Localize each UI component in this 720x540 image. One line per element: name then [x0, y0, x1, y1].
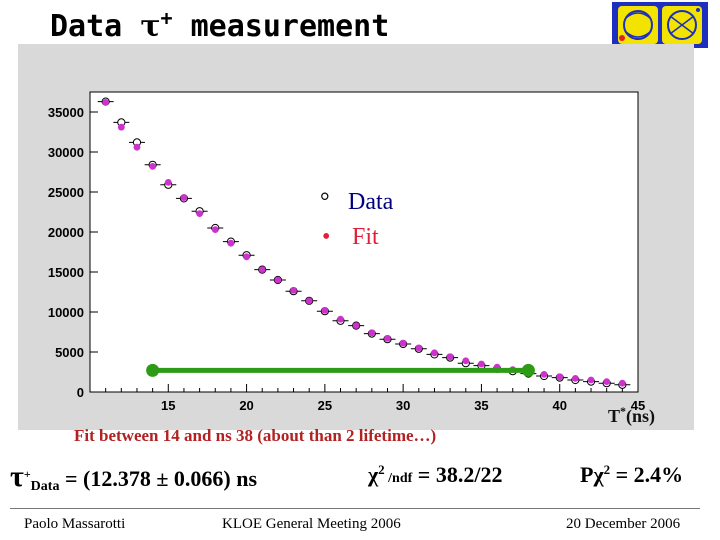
- legend-data-label: Data: [348, 189, 394, 215]
- pchi-prefix: Pχ: [580, 462, 604, 487]
- chi-ndf: /ndf: [384, 471, 413, 486]
- x-axis-label-sup: *: [620, 404, 627, 418]
- fit-point: [415, 344, 423, 352]
- pchi2-result: Pχ2 = 2.4%: [580, 462, 683, 488]
- y-tick-label: 25000: [48, 185, 84, 200]
- title-tau: τ: [140, 9, 161, 44]
- chi-symbol: χ: [368, 462, 379, 487]
- fit-point: [117, 123, 125, 131]
- plot-area: [90, 92, 638, 392]
- pchi-sup: 2: [603, 462, 611, 477]
- fit-point: [556, 373, 564, 381]
- fit-point: [540, 371, 548, 378]
- footer-date: 20 December 2006: [566, 516, 681, 532]
- y-tick-label: 10000: [48, 305, 84, 320]
- legend-fit-label: Fit: [352, 224, 379, 250]
- legend-data-marker: °: [320, 189, 330, 215]
- fit-point: [290, 287, 297, 294]
- y-tick-label: 0: [77, 385, 84, 400]
- fit-point: [571, 375, 579, 382]
- x-axis-label-unit: (ns): [626, 406, 656, 426]
- fit-point: [258, 266, 266, 273]
- decay-time-chart: 0 5000 10000 15000 20000 25000 30000 35000 15 20…: [48, 91, 645, 413]
- fit-point: [478, 360, 485, 368]
- fit-point: [227, 239, 235, 247]
- fit-point: [211, 226, 219, 234]
- x-tick-label: 45: [631, 398, 645, 413]
- fit-range-start: [146, 363, 160, 377]
- fit-point: [431, 349, 438, 357]
- fit-point: [603, 378, 611, 385]
- x-axis-label-main: T: [608, 406, 621, 426]
- fit-point: [399, 339, 407, 347]
- tau-sub: Data: [30, 479, 60, 494]
- fit-point: [133, 143, 141, 151]
- fit-point: [384, 335, 391, 342]
- tau-sup: +: [23, 467, 31, 481]
- fit-point: [462, 357, 470, 365]
- fit-point: [337, 315, 344, 323]
- title-suffix: measurement: [172, 9, 390, 44]
- fit-point: [305, 297, 313, 305]
- fit-point: [102, 99, 110, 106]
- results-line: τ+Data = (12.378 ± 0.066) ns χ2 /ndf = 3…: [10, 460, 714, 496]
- fit-point: [164, 179, 172, 186]
- title-tau-sup: +: [160, 6, 173, 30]
- y-tick-label: 15000: [48, 265, 84, 280]
- legend-fit-marker: •: [322, 224, 330, 250]
- fit-point: [180, 194, 188, 202]
- y-tick-label: 5000: [55, 345, 84, 360]
- pchi-value: = 2.4%: [610, 462, 684, 487]
- x-axis-label: T*(ns): [608, 404, 655, 427]
- y-tick-label: 20000: [48, 225, 84, 240]
- fit-point: [196, 210, 204, 218]
- fit-point: [368, 329, 376, 337]
- fit-point: [243, 253, 250, 261]
- fit-point: [587, 376, 595, 384]
- kloe-logo-icon: [612, 2, 708, 48]
- x-tick-label: 20: [239, 398, 253, 413]
- fit-point: [446, 353, 454, 361]
- tau-symbol: τ: [10, 460, 24, 493]
- x-tick-label: 30: [396, 398, 410, 413]
- x-tick-label: 35: [474, 398, 488, 413]
- slide-title: Data τ+ measurement: [50, 6, 389, 44]
- fit-point: [274, 276, 282, 284]
- chi2-result: χ2 /ndf = 38.2/22: [368, 462, 502, 488]
- y-tick-label: 35000: [48, 105, 84, 120]
- tau-value: = (12.378 ± 0.066) ns: [59, 466, 258, 491]
- plot-axes-box: [89, 91, 639, 393]
- fit-point: [618, 379, 626, 387]
- fit-point: [352, 322, 360, 329]
- chi-value: = 38.2/22: [412, 462, 503, 487]
- x-tick-label: 15: [161, 398, 175, 413]
- footer-meeting: KLOE General Meeting 2006: [222, 516, 401, 532]
- title-prefix: Data: [50, 9, 141, 44]
- chi-sup: 2: [378, 462, 385, 477]
- fit-range-end: [521, 363, 535, 377]
- x-tick-label: 25: [318, 398, 332, 413]
- footer-divider: [10, 508, 700, 509]
- fit-range-caption: Fit between 14 and ns 38 (about than 2 l…: [74, 426, 437, 445]
- fit-point: [149, 163, 157, 170]
- lifetime-result: τ+Data = (12.378 ± 0.066) ns: [10, 460, 257, 495]
- y-tick-label: 30000: [48, 145, 84, 160]
- fit-point: [321, 307, 329, 314]
- x-tick-label: 40: [552, 398, 566, 413]
- footer-author: Paolo Massarotti: [24, 516, 126, 532]
